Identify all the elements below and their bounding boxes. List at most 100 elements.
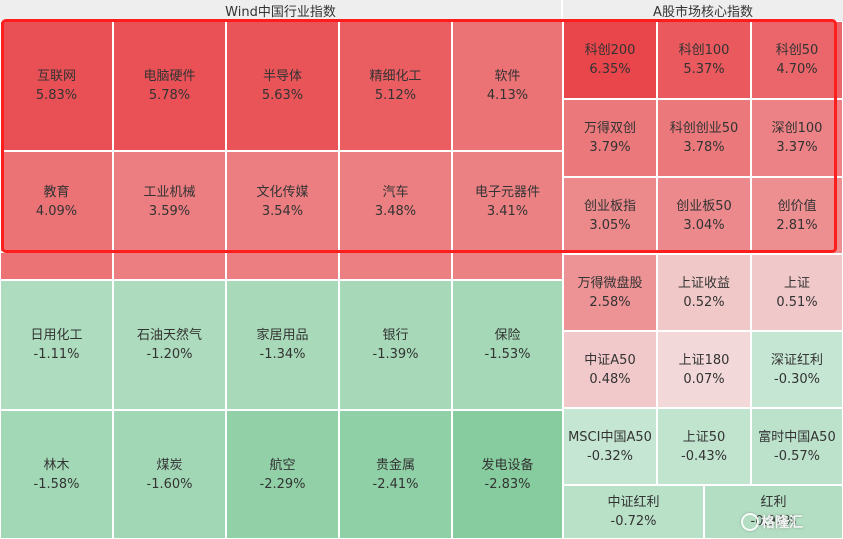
tile-value: 0.48% [589,371,631,387]
industry-tile: 航空 -2.29% [226,410,339,539]
tile-value: -0.72% [610,514,657,529]
industry-tile: 银行 -1.39% [339,280,452,410]
tile-label: 石油天然气 [136,328,202,343]
tile-label: 发电设备 [481,457,534,473]
tile-value: -1.60% [146,476,193,492]
industry-tile: 教育 4.09% [0,151,113,252]
industry-tile: 保险 -1.53% [452,280,563,410]
tile-value: -1.39% [372,347,419,362]
industry-tile: 精细化工 5.12% [339,21,452,151]
tile-label: 贵金属 [375,457,415,473]
tile-value: -0.92% [750,514,797,529]
tile-value: -1.34% [259,347,306,362]
tile-value: 3.37% [776,140,818,155]
industry-tile-strip [452,252,563,280]
tile-label: 上证50 [682,429,726,445]
tile-value: 0.07% [683,371,725,387]
industry-tile: 贵金属 -2.41% [339,410,452,539]
tile-value: -2.83% [484,476,531,492]
tile-value: 4.70% [776,62,818,77]
chart-title-core-index: A股市场核心指数 [563,0,843,21]
industry-tile: 汽车 3.48% [339,151,452,252]
index-tile: 科创100 5.37% [657,21,751,99]
tile-value: 4.13% [486,88,529,103]
index-tile: 富时中国A50 -0.57% [751,408,843,485]
tile-label: 上证收益 [677,275,730,291]
logo-circle-icon [741,513,759,531]
tile-label: 科创100 [678,43,730,58]
tile-value: -0.32% [587,448,633,464]
industry-tile: 半导体 5.63% [226,21,339,151]
tile-value: 2.58% [589,294,631,310]
index-tile: 创业板指 3.05% [563,177,657,254]
index-tile: 深证红利 -0.30% [751,331,843,408]
index-tile: 上证50 -0.43% [657,408,751,485]
tile-label: 中证红利 [607,495,660,510]
tile-value: -1.53% [484,347,531,362]
industry-tile: 互联网 5.83% [0,21,113,151]
tile-label: MSCI中国A50 [568,429,652,445]
tile-label: 科创创业50 [669,121,739,136]
tile-label: 创业板指 [583,198,636,214]
tile-value: 3.78% [683,140,725,155]
tile-label: 精细化工 [369,69,422,84]
tile-label: 银行 [382,328,409,343]
tile-label: 创价值 [777,198,817,214]
tile-label: 上证180 [678,352,730,368]
tile-label: 保险 [494,328,521,343]
tile-value: 5.37% [683,62,725,77]
industry-tile: 工业机械 3.59% [113,151,226,252]
tile-label: 软件 [494,69,521,84]
tile-value: -1.58% [33,476,80,492]
tile-label: 创业板50 [676,198,732,214]
index-tile: 深创100 3.37% [751,99,843,177]
tile-label: 中证A50 [584,352,636,368]
tile-value: 4.09% [35,203,78,219]
industry-tile: 软件 4.13% [452,21,563,151]
tile-label: 红利 [760,495,787,510]
chart-title-industry: Wind中国行业指数 [0,0,561,21]
tile-value: 3.48% [374,203,417,219]
tile-value: 5.83% [35,88,78,103]
index-tile: 科创50 4.70% [751,21,843,99]
tile-label: 科创50 [775,43,819,58]
tile-label: 富时中国A50 [758,429,836,445]
industry-tile: 电子元器件 3.41% [452,151,563,252]
tile-label: 文化传媒 [256,184,309,200]
industry-tile-strip [0,252,113,280]
tile-value: 5.12% [374,88,417,103]
index-tile: 创价值 2.81% [751,177,843,254]
watermark: 格隆汇 [741,510,803,534]
industry-tile: 煤炭 -1.60% [113,410,226,539]
industry-tile: 日用化工 -1.11% [0,280,113,410]
industry-tile: 电脑硬件 5.78% [113,21,226,151]
tile-value: -0.43% [681,448,727,464]
tile-label: 煤炭 [156,457,183,473]
tile-label: 深证红利 [770,352,823,368]
tile-value: 3.79% [589,140,631,155]
tile-label: 航空 [269,457,296,473]
tile-value: 5.78% [148,88,191,103]
industry-tile: 林木 -1.58% [0,410,113,539]
tile-value: 2.81% [776,217,818,233]
industry-tile: 文化传媒 3.54% [226,151,339,252]
index-tile: 科创创业50 3.78% [657,99,751,177]
tile-label: 万得微盘股 [577,275,643,291]
index-tile: 万得双创 3.79% [563,99,657,177]
tile-value: 3.54% [261,203,304,219]
tile-value: 6.35% [589,62,631,77]
tile-value: 3.41% [486,203,529,219]
tile-value: -2.41% [372,476,419,492]
tile-value: -0.57% [774,448,820,464]
index-tile: 上证收益 0.52% [657,254,751,331]
tile-value: 0.52% [683,294,725,310]
index-tile: 创业板50 3.04% [657,177,751,254]
index-tile: 中证红利 -0.72% [563,485,704,539]
index-tile: 上证 0.51% [751,254,843,331]
tile-label: 万得双创 [583,121,636,136]
index-tile: 科创200 6.35% [563,21,657,99]
tile-value: 3.59% [148,203,191,219]
tile-value: -1.20% [146,347,193,362]
tile-label: 家居用品 [256,328,309,343]
